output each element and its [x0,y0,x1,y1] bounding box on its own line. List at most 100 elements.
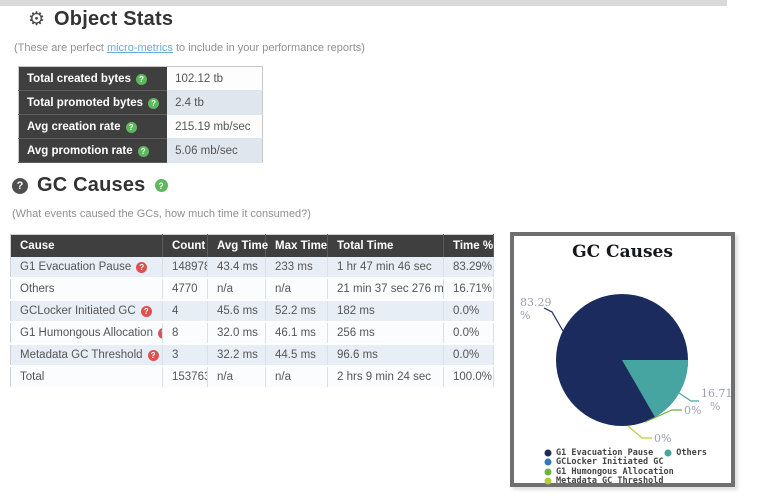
legend-dot-g1-humongous-allocation [544,468,552,476]
table-row: Metadata GC Threshold? 3 32.2 ms 44.5 ms… [10,344,494,367]
col-header-max-time: Max Time [265,234,328,257]
col-header-count: Count [162,234,208,257]
subtitle-suffix: to include in your performance reports) [172,42,365,54]
legend-dot-others [664,449,672,457]
legend-label: GCLocker Initiated GC [556,457,664,468]
chart-title: GC Causes [572,242,673,262]
callout-line-g1-humongous-allocation [644,409,682,423]
callout-line-others [678,392,699,402]
total-time-cell: 182 ms [327,300,444,323]
help-icon[interactable]: ? [137,145,149,157]
table-row: Total promoted bytes? 2.4 tb [18,90,263,115]
chart-legend: G1 Evacuation Pause Others GCLocker Init… [544,448,714,486]
time-pct-cell: 0.0% [443,344,494,367]
callout-line-g1-evacuation-pause [543,307,564,332]
cause-label: Total [20,371,45,383]
table-header-row: Cause Count Avg Time Max Time Total Time… [10,234,494,257]
table-row: Avg creation rate? 215.19 mb/sec [18,114,263,139]
help-icon[interactable]: ? [140,306,152,317]
help-icon[interactable]: ? [136,262,148,273]
count-cell: 153763 [162,366,208,389]
col-header-time-pct: Time % [443,234,494,257]
help-icon[interactable]: ? [148,97,160,109]
help-icon[interactable]: ? [154,179,168,192]
avg-time-cell: 32.0 ms [207,322,266,345]
gc-causes-subtitle: (What events caused the GCs, how much ti… [12,208,311,220]
legend-dot-g1-evacuation-pause [544,449,552,457]
gc-causes-chart-panel: GC Causes 83.29 % 16.71 % 0% 0% G1 Evacu… [510,232,735,487]
stat-value: 102.12 tb [167,66,263,91]
max-time-cell: 233 ms [265,257,328,279]
legend-dot-metadata-gc-threshold [544,477,552,485]
gc-causes-table: Cause Count Avg Time Max Time Total Time… [10,234,494,389]
max-time-cell: n/a [265,278,328,301]
question-icon: ? [12,177,28,194]
gc-causes-title: GC Causes [37,174,146,196]
avg-time-cell: 32.2 ms [207,344,266,367]
col-header-cause: Cause [10,234,163,257]
subtitle-prefix: (These are perfect [14,42,107,54]
time-pct-cell: 0.0% [443,322,494,345]
table-row: G1 Humongous Allocation? 8 32.0 ms 46.1 … [10,322,494,345]
pie-chart: 83.29 % 16.71 % 0% 0% [520,294,731,445]
table-row: Avg promotion rate? 5.06 mb/sec [18,138,263,163]
total-time-cell: 1 hr 47 min 46 sec [327,257,444,279]
cause-label: GCLocker Initiated GC [20,305,136,317]
stat-label: Total created bytes [27,72,131,85]
max-time-cell: 52.2 ms [265,300,328,323]
legend-dot-gclocker-initiated-gc [544,458,552,466]
legend-label: G1 Evacuation Pause [556,447,654,458]
pie-label-83-29: 83.29 [520,296,552,309]
stat-value: 215.19 mb/sec [167,114,263,139]
legend-item: G1 Evacuation Pause [544,448,653,458]
total-time-cell: 256 ms [327,322,444,345]
help-icon[interactable]: ? [125,121,137,133]
pie-label-16-71-pct: % [710,400,720,413]
legend-item: Others [664,448,707,458]
table-row: G1 Evacuation Pause? 148978 43.4 ms 233 … [10,257,494,279]
micro-metrics-link[interactable]: micro-metrics [106,42,173,54]
table-row: GCLocker Initiated GC? 4 45.6 ms 52.2 ms… [10,300,494,323]
count-cell: 4 [162,300,208,323]
object-stats-subtitle: (These are perfect micro-metrics to incl… [14,42,365,54]
col-header-avg-time: Avg Time [207,234,268,257]
table-row: Others 4770 n/a n/a 21 min 37 sec 276 ms… [10,278,494,301]
count-cell: 8 [162,322,208,345]
col-header-total-time: Total Time [327,234,444,257]
object-stats-table: Total created bytes? 102.12 tb Total pro… [18,66,264,163]
count-cell: 3 [162,344,208,367]
stat-label: Avg creation rate [27,120,121,133]
table-row: Total created bytes? 102.12 tb [18,66,263,91]
total-time-cell: 2 hrs 9 min 24 sec [327,366,444,389]
cause-label: G1 Evacuation Pause [20,261,132,273]
cause-label: Others [20,283,55,295]
help-icon[interactable]: ? [157,328,162,339]
avg-time-cell: 45.6 ms [207,300,266,323]
callout-line-metadata-gc-threshold [627,425,652,439]
total-time-cell: 96.6 ms [327,344,444,367]
help-icon[interactable]: ? [147,350,159,361]
stat-value: 2.4 tb [167,90,263,115]
avg-time-cell: n/a [207,366,266,389]
total-time-cell: 21 min 37 sec 276 ms [327,278,444,301]
count-cell: 148978 [162,257,208,279]
max-time-cell: 46.1 ms [265,322,328,345]
legend-label: Metadata GC Threshold [556,476,664,487]
help-icon[interactable]: ? [135,73,147,85]
gc-causes-heading: ? GC Causes ? [12,174,168,197]
legend-item: GCLocker Initiated GC [544,457,663,467]
avg-time-cell: 43.4 ms [207,257,266,279]
object-stats-title: Object Stats [54,8,174,30]
time-pct-cell: 100.0% [443,366,494,389]
pie-label-zero-1: 0% [684,404,701,417]
gear-icon: ⚙ [28,9,46,30]
pie-label-83-29-pct: % [520,309,530,322]
legend-label: Others [676,447,707,458]
time-pct-cell: 16.71% [443,278,494,301]
avg-time-cell: n/a [207,278,266,301]
pie-slice-others [622,360,688,418]
stat-label: Total promoted bytes [27,96,144,109]
max-time-cell: n/a [265,366,328,389]
cause-label: G1 Humongous Allocation [20,327,153,339]
